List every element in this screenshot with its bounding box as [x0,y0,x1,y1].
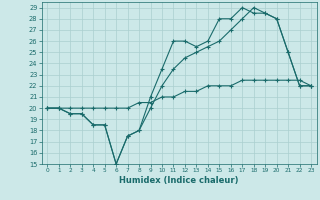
X-axis label: Humidex (Indice chaleur): Humidex (Indice chaleur) [119,176,239,185]
